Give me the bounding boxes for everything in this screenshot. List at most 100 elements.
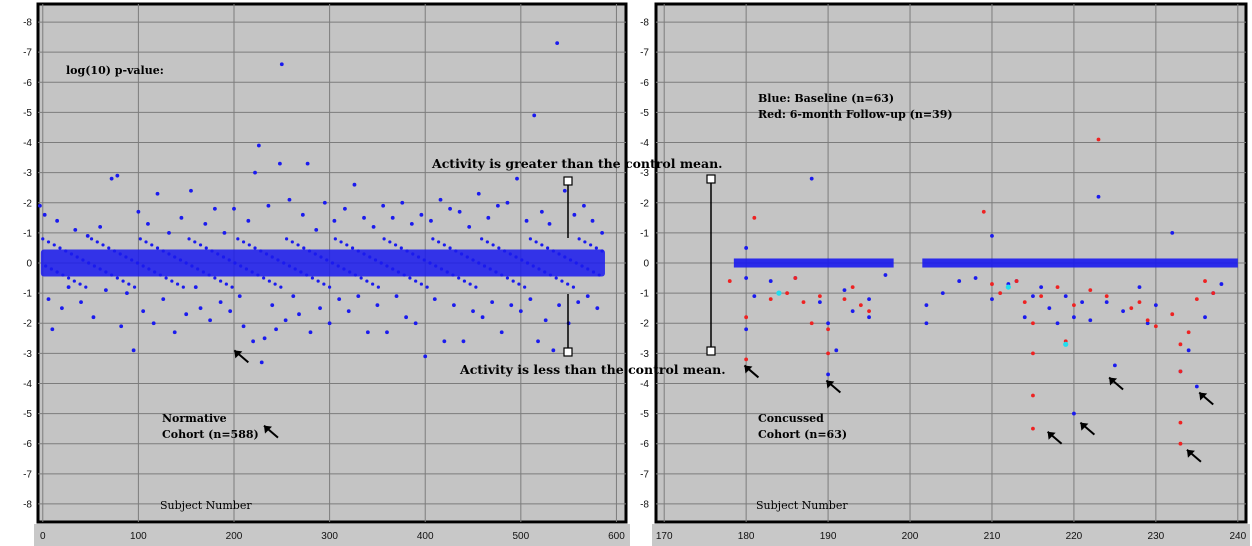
data-point (1112, 363, 1117, 368)
data-point (480, 315, 485, 320)
near-zero-density-band (922, 258, 1238, 268)
data-point (313, 252, 317, 256)
data-point (274, 327, 278, 332)
data-point (161, 297, 166, 302)
data-point (448, 246, 452, 250)
data-point (212, 206, 217, 211)
x-axis-label: Subject Number (756, 499, 848, 512)
data-point (345, 243, 349, 247)
data-point (826, 327, 830, 332)
data-point (393, 243, 398, 247)
data-point (524, 218, 529, 223)
data-point (409, 221, 414, 226)
data-point (432, 297, 437, 302)
data-point (330, 261, 335, 265)
data-point (376, 285, 380, 289)
data-point (208, 318, 212, 323)
data-point (147, 267, 151, 271)
data-point (310, 276, 314, 280)
data-point (551, 348, 556, 353)
data-point (121, 279, 125, 283)
data-point (940, 291, 945, 296)
x-tick-label: 230 (1148, 531, 1165, 542)
data-point (221, 255, 226, 259)
data-point (511, 279, 515, 283)
data-point (1219, 282, 1224, 286)
data-point (352, 182, 357, 187)
data-point (189, 188, 193, 193)
data-point (350, 246, 355, 250)
data-point (1211, 291, 1216, 296)
data-point (515, 176, 519, 181)
data-point (576, 300, 581, 305)
data-point (241, 324, 246, 329)
data-point (482, 264, 487, 268)
data-point (499, 330, 504, 335)
data-point (551, 249, 555, 253)
data-point (144, 240, 148, 244)
data-point (103, 288, 108, 293)
data-point (445, 270, 449, 274)
data-point (589, 243, 593, 247)
data-point (402, 273, 406, 277)
data-point (1072, 315, 1076, 320)
data-point (590, 218, 595, 223)
data-point (1022, 300, 1027, 305)
data-point (826, 351, 830, 356)
y-tick-label: -2 (23, 198, 32, 209)
data-point (119, 324, 124, 329)
cohort-label-line-1: Concussed (758, 412, 824, 425)
data-point (548, 273, 553, 277)
data-point (752, 294, 757, 299)
data-point (525, 261, 530, 265)
data-point (494, 270, 498, 274)
data-point (287, 197, 292, 202)
data-point (591, 270, 596, 274)
data-point (423, 354, 428, 359)
data-point (336, 264, 340, 268)
data-point (375, 303, 380, 308)
data-point (50, 327, 55, 332)
arrow-head (1047, 431, 1056, 440)
y-tick-labels: -8 -7 -6 -5 -4 -3 -2 -1 0 -1 -2 -3 -4 -5 -6 -7 -8 (640, 18, 649, 511)
y-tick-label: -3 (640, 168, 649, 179)
data-point (842, 288, 847, 293)
data-point (131, 348, 136, 353)
annotation-arrows (233, 349, 279, 439)
data-point (500, 273, 504, 277)
data-point (153, 270, 157, 274)
data-point (454, 249, 458, 253)
data-point (127, 282, 131, 286)
data-point (486, 215, 491, 220)
data-point (867, 309, 871, 314)
y-tick-label: -3 (23, 168, 32, 179)
data-point (1055, 321, 1060, 326)
data-point (396, 270, 401, 274)
data-point (382, 237, 386, 241)
data-point (425, 285, 429, 289)
data-point (990, 297, 994, 302)
data-point (520, 258, 524, 262)
data-point (572, 212, 577, 217)
data-point (164, 276, 168, 280)
data-point (419, 212, 424, 217)
data-point (801, 300, 806, 305)
data-point (273, 282, 277, 286)
data-point (1186, 348, 1191, 353)
data-point (136, 209, 141, 214)
data-point (332, 218, 337, 223)
data-point (413, 321, 418, 326)
x-tick-label: 180 (738, 531, 755, 542)
arrow-head (1186, 449, 1195, 458)
data-point (300, 212, 305, 217)
data-point (89, 237, 94, 241)
data-point (270, 255, 274, 259)
data-point (419, 282, 423, 286)
data-point (38, 203, 42, 208)
data-point (178, 258, 183, 262)
data-point (571, 285, 576, 289)
data-point (388, 240, 392, 244)
data-point (431, 237, 435, 241)
data-point (817, 294, 822, 299)
data-point (368, 255, 372, 259)
